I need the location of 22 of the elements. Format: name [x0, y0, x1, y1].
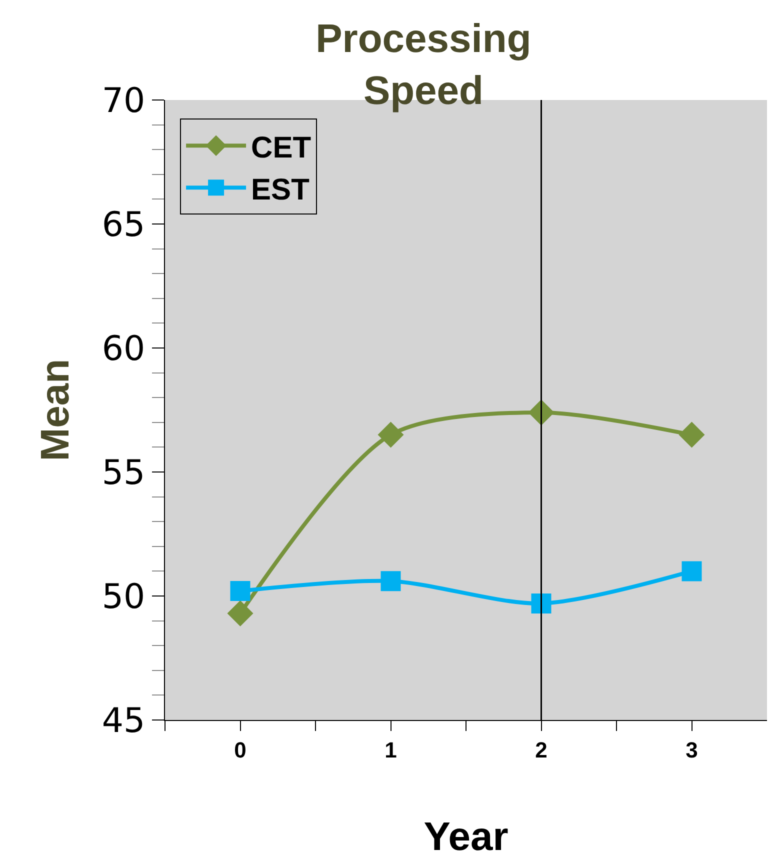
point: [227, 600, 254, 626]
y-tick-label: 70: [102, 80, 146, 121]
y-tick-label: 60: [102, 328, 146, 369]
point: [531, 593, 552, 614]
legend-label: EST: [251, 173, 310, 206]
y-tick-label: 45: [102, 700, 146, 741]
x-tick-label: 1: [384, 737, 397, 762]
point: [682, 561, 702, 582]
x-axis-title: Year: [424, 814, 508, 859]
legend-label: CET: [251, 131, 312, 164]
x-tick-label: 2: [535, 737, 548, 762]
x-tick-label: 3: [686, 737, 698, 762]
y-tick-label: 55: [102, 452, 146, 493]
y-axis-title: Mean: [33, 358, 78, 462]
point: [378, 422, 404, 448]
chart-title: Processing Speed: [316, 16, 532, 113]
y-tick-label: 50: [102, 576, 146, 617]
x-tick-label: 0: [234, 737, 246, 762]
point: [678, 422, 705, 448]
y-tick-label: 65: [102, 204, 146, 245]
point: [230, 581, 250, 602]
point: [380, 571, 401, 592]
